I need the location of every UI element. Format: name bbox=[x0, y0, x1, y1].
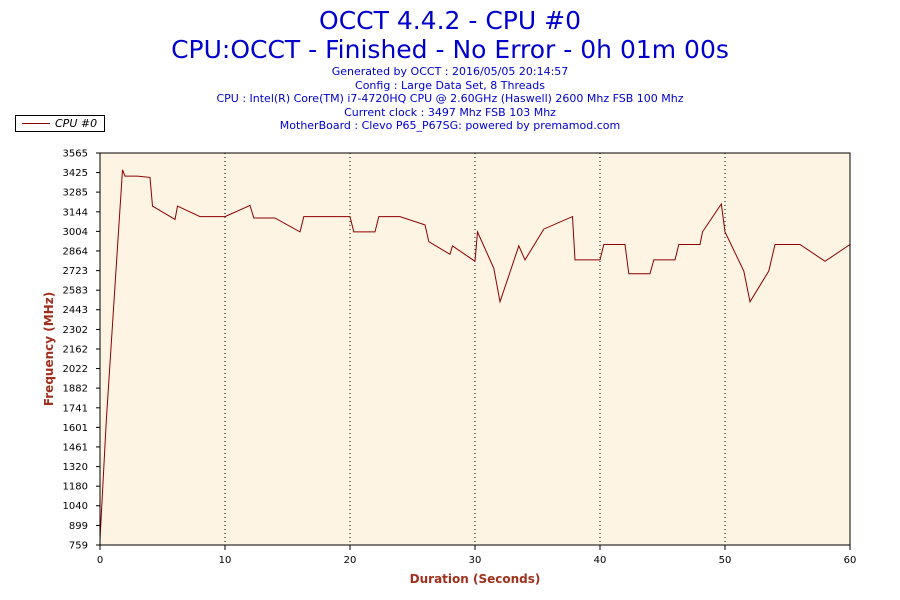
info-motherboard: MotherBoard : Clevo P65_P67SG: powered b… bbox=[279, 119, 621, 133]
y-tick-label: 1040 bbox=[63, 501, 88, 512]
x-tick-label: 40 bbox=[594, 555, 607, 566]
y-tick-label: 3004 bbox=[63, 227, 88, 238]
y-tick-label: 2162 bbox=[63, 345, 88, 356]
series-line-cpu0 bbox=[99, 169, 851, 540]
chart-header: OCCT 4.4.2 - CPU #0 CPU:OCCT - Finished … bbox=[0, 6, 900, 133]
y-axis-label: Frequency (MHz) bbox=[42, 292, 56, 406]
y-tick-label: 2864 bbox=[63, 246, 88, 257]
y-tick-label: 1320 bbox=[63, 462, 88, 473]
plot-border bbox=[99, 152, 851, 546]
y-tick-label: 2583 bbox=[63, 286, 88, 297]
legend-label: CPU #0 bbox=[55, 117, 98, 130]
x-axis: 0 10 20 30 40 50 60 bbox=[97, 545, 857, 566]
y-axis: 759 899 1040 1180 1320 1461 1601 1741 1882 2022 21… bbox=[63, 149, 100, 552]
info-config: Config : Large Data Set, 8 Threads bbox=[355, 78, 545, 92]
chart-subtitle: CPU:OCCT - Finished - No Error - 0h 01m … bbox=[171, 35, 729, 64]
x-tick-label: 0 bbox=[97, 555, 103, 566]
y-tick-label: 2302 bbox=[63, 325, 88, 336]
legend-swatch bbox=[22, 123, 50, 124]
y-tick-label: 1741 bbox=[63, 403, 88, 414]
y-tick-label: 2723 bbox=[63, 266, 88, 277]
info-generated: Generated by OCCT : 2016/05/05 20:14:57 bbox=[331, 65, 569, 78]
x-tick-label: 20 bbox=[344, 555, 357, 566]
chart-legend: CPU #0 bbox=[15, 115, 105, 132]
y-tick-label: 1601 bbox=[63, 423, 88, 434]
grid-lines bbox=[224, 153, 726, 545]
y-tick-label: 1461 bbox=[63, 442, 88, 453]
y-tick-label: 1882 bbox=[63, 384, 88, 395]
y-tick-label: 3425 bbox=[63, 168, 88, 179]
info-cpu: CPU : Intel(R) Core(TM) i7-4720HQ CPU @ … bbox=[216, 92, 684, 106]
y-tick-label: 3144 bbox=[63, 207, 88, 218]
chart-title: OCCT 4.4.2 - CPU #0 bbox=[319, 6, 581, 35]
y-tick-label: 1180 bbox=[63, 482, 88, 493]
x-tick-label: 30 bbox=[469, 555, 482, 566]
x-axis-label: Duration (Seconds) bbox=[410, 572, 541, 586]
y-tick-label: 2443 bbox=[63, 305, 88, 316]
y-tick-label: 2022 bbox=[63, 364, 88, 375]
x-tick-label: 10 bbox=[219, 555, 232, 566]
y-tick-label: 3565 bbox=[63, 149, 88, 160]
y-tick-label: 759 bbox=[69, 541, 88, 552]
x-tick-label: 50 bbox=[719, 555, 732, 566]
info-current-clock: Current clock : 3497 Mhz FSB 103 Mhz bbox=[344, 105, 556, 119]
y-tick-label: 899 bbox=[69, 521, 88, 532]
y-tick-label: 3285 bbox=[63, 188, 88, 199]
x-tick-label: 60 bbox=[844, 555, 857, 566]
